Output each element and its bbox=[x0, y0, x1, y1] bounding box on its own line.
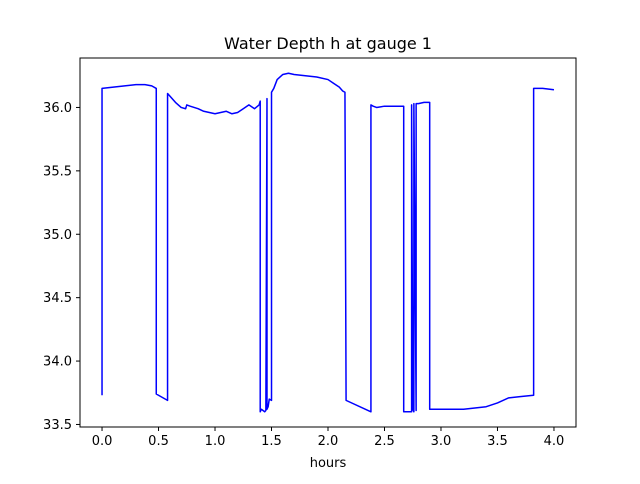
plot-frame bbox=[79, 57, 577, 428]
y-tick-label: 36.0 bbox=[43, 101, 72, 116]
x-tick-label: 1.0 bbox=[205, 434, 226, 449]
x-tick-label: 3.5 bbox=[487, 434, 508, 449]
x-tick-label: 2.0 bbox=[318, 434, 339, 449]
axis-ticks: 0.0 0.5 1.0 1.5 2.0 2.5 3.0 3.5 4.0 33.5 34.0 34.5 3… bbox=[43, 101, 564, 449]
y-tick-label: 35.5 bbox=[43, 164, 72, 179]
x-tick-label: 0.5 bbox=[148, 434, 169, 449]
y-tick-label: 34.0 bbox=[43, 355, 72, 370]
y-tick-label: 35.0 bbox=[43, 228, 72, 243]
x-axis-label: hours bbox=[310, 456, 347, 471]
x-tick-label: 2.5 bbox=[374, 434, 395, 449]
x-tick-label: 3.0 bbox=[431, 434, 452, 449]
x-tick-label: 4.0 bbox=[544, 434, 565, 449]
water-depth-series-line bbox=[101, 72, 555, 413]
y-tick-label: 33.5 bbox=[43, 418, 72, 433]
y-tick-label: 34.5 bbox=[43, 291, 72, 306]
chart-title: Water Depth h at gauge 1 bbox=[224, 34, 432, 53]
x-tick-label: 0.0 bbox=[92, 434, 113, 449]
series-layer bbox=[101, 72, 555, 413]
x-tick-label: 1.5 bbox=[261, 434, 282, 449]
